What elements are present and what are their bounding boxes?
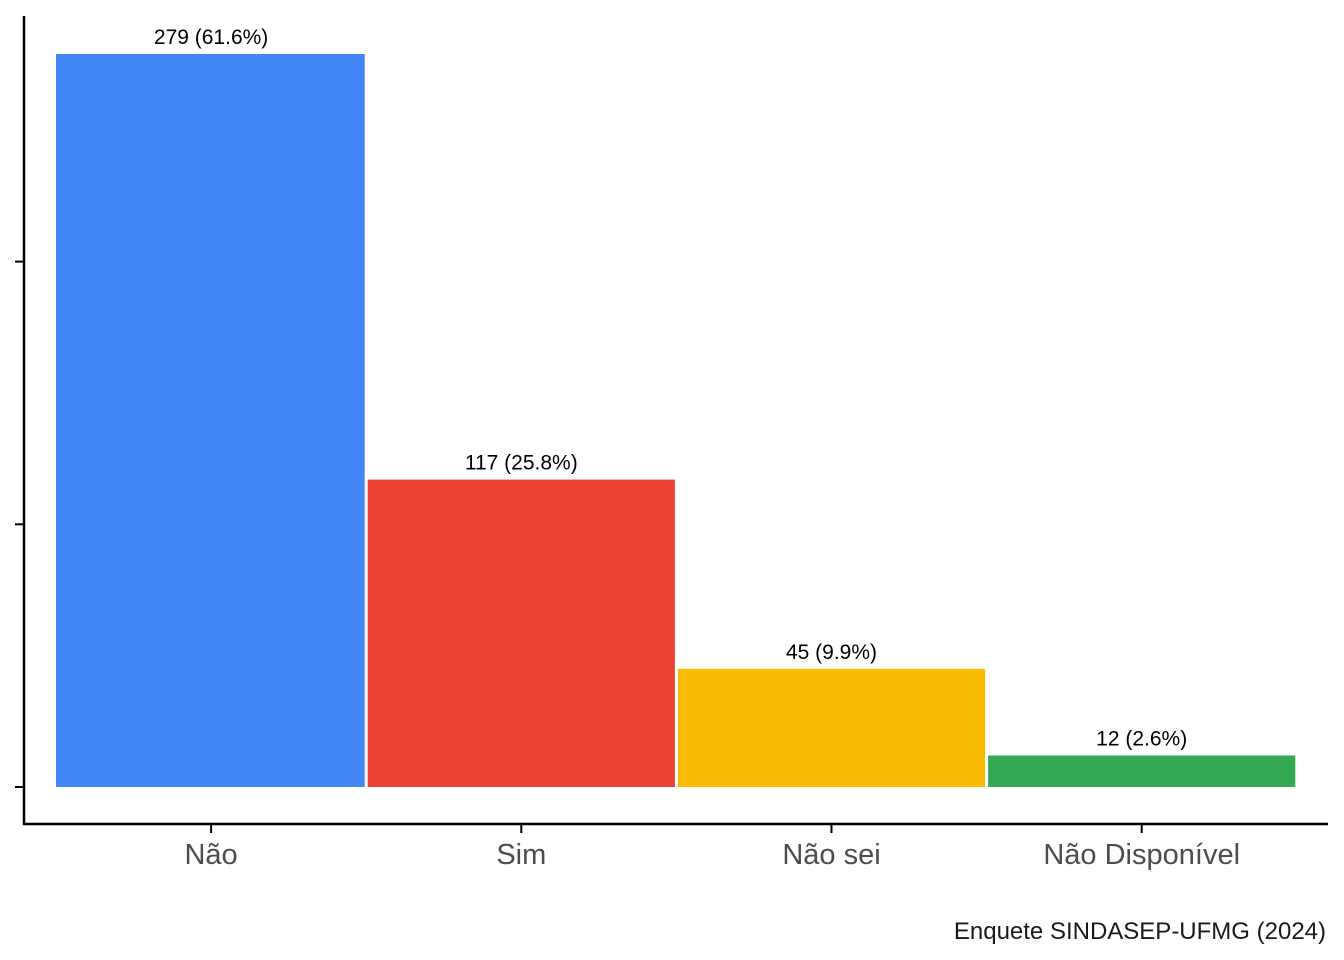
x-ticks-group: Não Sim Não sei Não Disponível [184,825,1240,871]
x-tick-label-3: Não Disponível [1043,839,1240,871]
bar-3 [988,755,1296,787]
x-tick-label-1: Sim [496,839,546,871]
data-label-2: 45 (9.9%) [786,641,877,664]
data-label-0: 279 (61.6%) [154,26,268,49]
x-tick-label-2: Não sei [782,839,880,871]
y-ticks-group [15,260,24,788]
bar-2 [677,668,986,787]
bars-group [56,54,1296,787]
x-tick-label-0: Não [184,839,237,871]
chart-caption: Enquete SINDASEP-UFMG (2024) [954,918,1326,945]
bar-1 [367,479,675,787]
data-label-1: 117 (25.8%) [465,452,578,475]
bar-0 [56,54,365,787]
data-label-3: 12 (2.6%) [1096,728,1187,751]
data-labels-group: 279 (61.6%) 117 (25.8%) 45 (9.9%) 12 (2.6%) [154,26,1187,751]
